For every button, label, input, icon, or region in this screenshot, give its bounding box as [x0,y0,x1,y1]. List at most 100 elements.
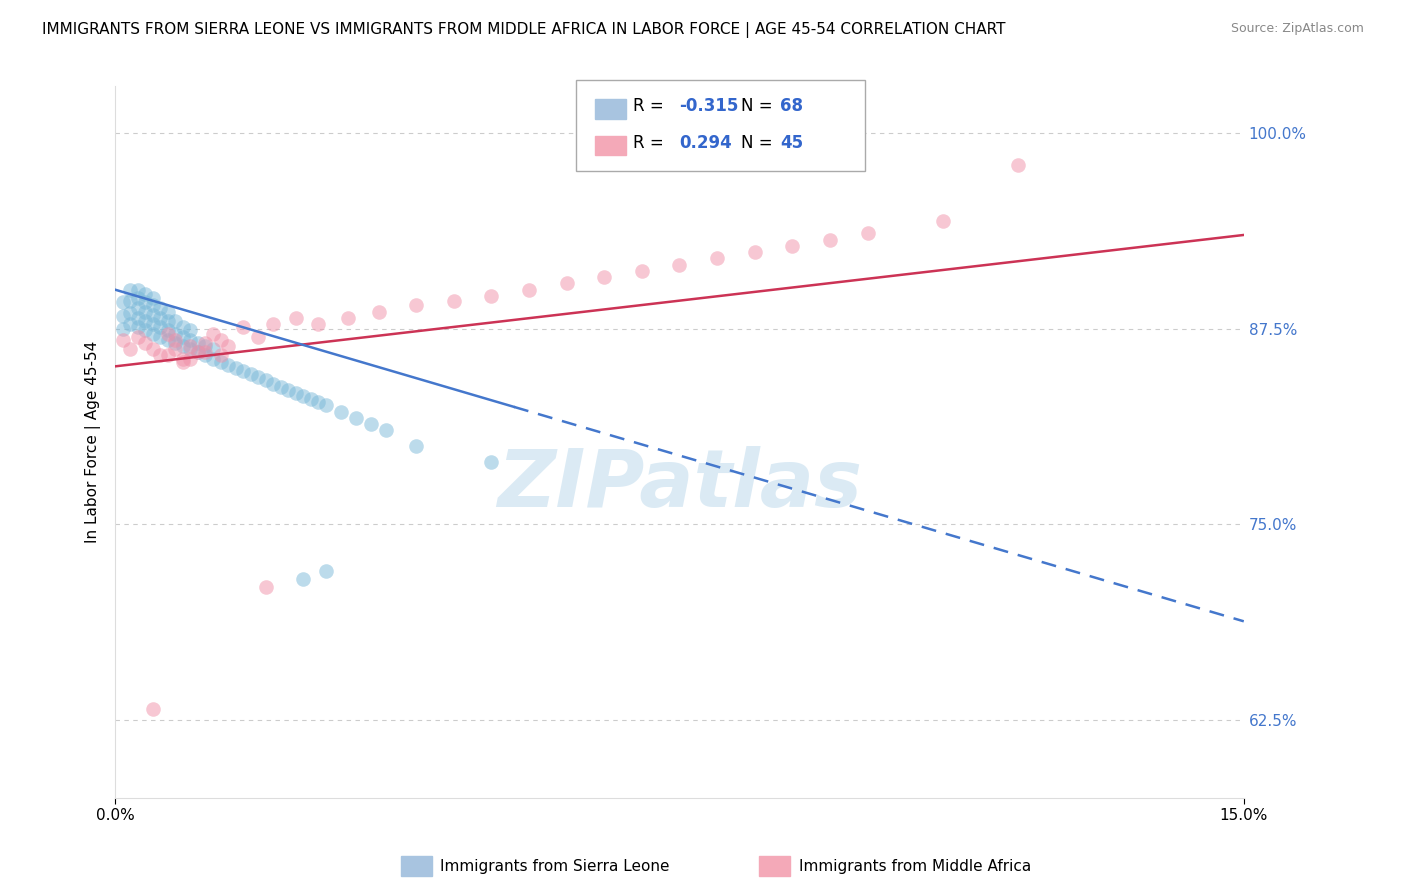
Point [120,283,142,297]
Point [262,317,284,331]
Point [134,335,156,350]
Point [555,277,578,291]
Point [405,439,427,453]
Point [225,360,247,375]
Point [744,245,766,260]
Point [142,702,165,716]
Point [156,348,179,362]
Point [360,417,382,432]
Point [149,310,172,325]
Point [142,298,165,312]
Point [405,298,427,312]
Point [262,376,284,391]
Point [270,380,292,394]
Point [134,323,156,337]
Point [277,383,299,397]
Point [149,329,172,343]
Point [194,345,217,359]
Point [120,342,142,356]
Text: IMMIGRANTS FROM SIERRA LEONE VS IMMIGRANTS FROM MIDDLE AFRICA IN LABOR FORCE | A: IMMIGRANTS FROM SIERRA LEONE VS IMMIGRAN… [42,22,1005,38]
Point [187,345,209,359]
Point [292,389,315,403]
Point [111,333,134,347]
Point [194,335,217,350]
Point [156,333,179,347]
Point [315,564,337,578]
Y-axis label: In Labor Force | Age 45-54: In Labor Force | Age 45-54 [86,341,101,543]
Point [134,314,156,328]
Point [179,339,201,353]
Point [254,373,277,387]
Point [127,329,149,343]
Point [156,304,179,318]
Point [232,320,254,334]
Point [127,283,149,297]
Text: Source: ZipAtlas.com: Source: ZipAtlas.com [1230,22,1364,36]
Point [149,320,172,334]
Point [232,364,254,378]
Point [329,405,352,419]
Point [209,348,232,362]
Point [631,264,654,278]
Point [375,424,398,438]
Point [165,335,187,350]
Point [194,339,217,353]
Point [217,339,239,353]
Point [156,323,179,337]
Point [142,308,165,322]
Point [127,320,149,334]
Point [201,326,224,341]
Point [172,354,194,368]
Point [856,227,879,241]
Point [517,283,540,297]
Point [134,287,156,301]
Point [179,333,201,347]
Point [247,329,270,343]
Point [194,348,217,362]
Point [209,333,232,347]
Point [443,293,465,308]
Point [201,342,224,356]
Point [782,239,804,253]
Point [284,386,307,401]
Point [120,306,142,320]
Point [127,291,149,305]
Point [179,342,201,356]
Point [156,326,179,341]
Point [337,310,360,325]
Point [187,335,209,350]
Point [593,270,616,285]
Point [156,314,179,328]
Point [292,572,315,586]
Point [172,351,194,366]
Text: ZIPatlas: ZIPatlas [496,446,862,524]
Point [120,317,142,331]
Text: Immigrants from Sierra Leone: Immigrants from Sierra Leone [440,859,669,873]
Point [127,310,149,325]
Point [932,214,955,228]
Point [142,342,165,356]
Point [172,339,194,353]
Point [367,304,389,318]
Point [172,320,194,334]
Point [479,289,502,303]
Text: Immigrants from Middle Africa: Immigrants from Middle Africa [799,859,1031,873]
Point [239,367,262,381]
Point [111,295,134,310]
Point [179,323,201,337]
Point [165,342,187,356]
Point [254,580,277,594]
Point [120,293,142,308]
Point [1007,157,1029,171]
Text: 45: 45 [780,134,803,152]
Point [344,411,367,425]
Point [134,295,156,310]
Point [149,301,172,316]
Point [172,329,194,343]
Point [165,333,187,347]
Point [165,314,187,328]
Point [134,304,156,318]
Point [201,351,224,366]
Text: N =: N = [741,134,778,152]
Point [818,233,841,247]
